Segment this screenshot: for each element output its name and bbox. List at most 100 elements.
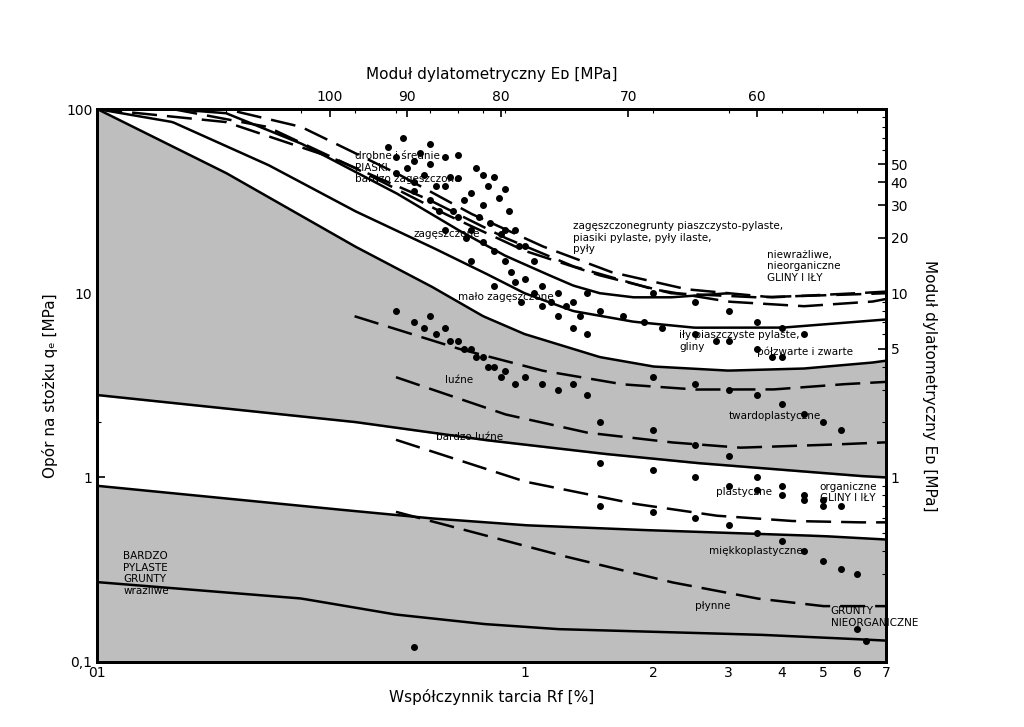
Point: [507, 379, 523, 390]
Point: [463, 343, 479, 355]
Point: [436, 180, 453, 192]
Point: [749, 316, 765, 328]
Point: [833, 500, 849, 512]
Point: [774, 489, 791, 501]
Point: [654, 322, 671, 334]
Point: [497, 225, 513, 236]
Point: [686, 379, 702, 390]
Point: [749, 389, 765, 401]
Point: [486, 245, 503, 257]
Point: [535, 379, 551, 390]
Point: [686, 329, 702, 340]
Point: [565, 322, 582, 334]
Text: BARDZO
PYLASTE
GRUNTY
wrażliwe: BARDZO PYLASTE GRUNTY wrażliwe: [123, 551, 169, 596]
Point: [422, 137, 438, 149]
Point: [479, 180, 496, 192]
Point: [796, 494, 812, 506]
Text: zagęszczonegrunty piaszczysto-pylaste,
piasiki pylaste, pyły ilaste,
pyły: zagęszczonegrunty piaszczysto-pylaste, p…: [573, 221, 783, 254]
Point: [565, 296, 582, 308]
Point: [749, 485, 765, 497]
Point: [516, 371, 532, 383]
Point: [497, 255, 513, 267]
Point: [720, 480, 736, 491]
Point: [475, 169, 492, 180]
Point: [436, 322, 453, 334]
Point: [451, 335, 467, 347]
Text: półzwarte i zwarte: półzwarte i zwarte: [757, 347, 853, 357]
Point: [482, 217, 499, 229]
X-axis label: Współczynnik tarcia Rf [%]: Współczynnik tarcia Rf [%]: [389, 688, 594, 704]
Point: [475, 236, 492, 248]
Point: [456, 343, 472, 355]
Point: [645, 506, 662, 518]
Point: [468, 162, 484, 174]
Point: [686, 296, 702, 308]
Point: [497, 182, 513, 194]
Point: [774, 536, 791, 547]
Point: [796, 545, 812, 556]
Point: [764, 351, 780, 363]
Point: [815, 494, 831, 506]
Point: [442, 335, 459, 347]
Point: [451, 172, 467, 184]
Point: [774, 351, 791, 363]
Point: [774, 480, 791, 491]
Text: twardoplastyczne: twardoplastyczne: [728, 411, 821, 421]
Y-axis label: Moduł dylatometryczny Eᴅ [MPa]: Moduł dylatometryczny Eᴅ [MPa]: [923, 260, 937, 511]
Point: [513, 296, 529, 308]
Point: [550, 384, 566, 395]
X-axis label: Moduł dylatometryczny Eᴅ [MPa]: Moduł dylatometryczny Eᴅ [MPa]: [366, 67, 617, 82]
Point: [686, 513, 702, 524]
Point: [463, 255, 479, 267]
Point: [849, 623, 865, 635]
Point: [507, 276, 523, 288]
Point: [486, 361, 503, 372]
Point: [444, 205, 461, 217]
Point: [416, 169, 432, 180]
Point: [592, 500, 608, 512]
Point: [395, 132, 412, 143]
Point: [572, 310, 589, 322]
Point: [406, 156, 422, 167]
Point: [720, 305, 736, 317]
Point: [451, 211, 467, 222]
Point: [592, 416, 608, 427]
Point: [501, 205, 517, 217]
Point: [412, 147, 428, 158]
Point: [486, 171, 503, 182]
Point: [428, 329, 444, 340]
Point: [833, 563, 849, 574]
Point: [535, 280, 551, 292]
Point: [815, 500, 831, 512]
Point: [796, 489, 812, 501]
Point: [497, 365, 513, 377]
Point: [486, 280, 503, 292]
Text: plastyczne: plastyczne: [716, 487, 772, 497]
Point: [543, 296, 559, 308]
Point: [749, 472, 765, 483]
Point: [525, 287, 542, 299]
Point: [507, 225, 523, 236]
Point: [645, 464, 662, 475]
Point: [416, 322, 432, 334]
Point: [720, 451, 736, 462]
Point: [796, 329, 812, 340]
Point: [858, 635, 874, 646]
Point: [406, 641, 422, 653]
Text: zagęszczone: zagęszczone: [414, 229, 480, 239]
Point: [720, 335, 736, 347]
Point: [431, 205, 447, 217]
Point: [550, 310, 566, 322]
Point: [720, 384, 736, 395]
Point: [614, 310, 631, 322]
Point: [592, 305, 608, 317]
Point: [451, 150, 467, 161]
Point: [380, 142, 396, 153]
Point: [749, 527, 765, 539]
Point: [406, 177, 422, 188]
Point: [479, 361, 496, 372]
Point: [849, 568, 865, 579]
Text: płynne: płynne: [694, 601, 730, 611]
Point: [579, 389, 595, 401]
Text: mało zagęszczone: mało zagęszczone: [459, 292, 554, 302]
